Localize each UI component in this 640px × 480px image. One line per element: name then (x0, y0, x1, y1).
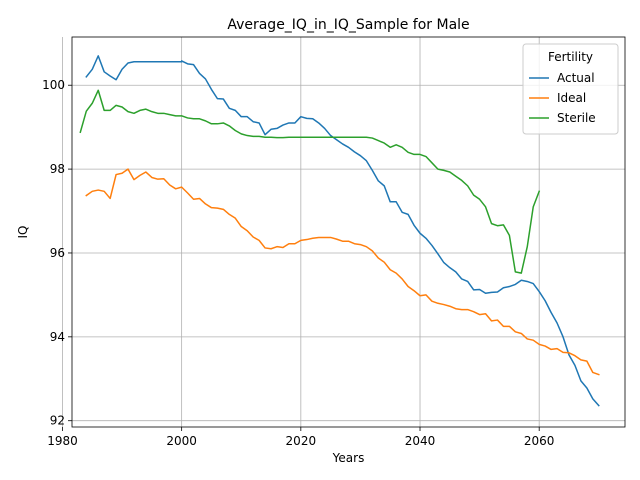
x-tick-label: 1980 (47, 434, 78, 448)
legend-label: Ideal (557, 91, 586, 105)
legend-entry-actual: Actual (529, 71, 595, 85)
legend-entry-sterile: Sterile (529, 111, 596, 125)
legend-title: Fertility (548, 50, 593, 64)
y-axis-label: IQ (16, 226, 30, 239)
series-line-sterile (79, 89, 541, 274)
series-lines (79, 55, 600, 407)
x-axis-ticks: 1980 2000 2020 2040 2060 (47, 427, 554, 448)
plot-frame (71, 36, 626, 428)
x-tick-label: 2040 (405, 434, 436, 448)
x-axis-label: Years (332, 451, 365, 465)
y-tick-label: 92 (50, 414, 65, 428)
chart-title: Average_IQ_in_IQ_Sample for Male (227, 17, 469, 33)
legend: Fertility Actual Ideal Sterile (522, 43, 619, 135)
legend-entries: Actual Ideal Sterile (529, 71, 596, 125)
series-line-ideal (85, 168, 600, 376)
y-tick-label: 98 (50, 162, 65, 176)
legend-label: Actual (557, 71, 595, 85)
series-line-actual (85, 55, 600, 407)
x-tick-label: 2060 (524, 434, 555, 448)
legend-label: Sterile (557, 111, 596, 125)
legend-entry-ideal: Ideal (529, 91, 586, 105)
x-tick-label: 2000 (166, 434, 197, 448)
x-tick-label: 2020 (286, 434, 317, 448)
y-tick-label: 96 (50, 246, 65, 260)
y-tick-label: 100 (42, 78, 65, 92)
legend-box (522, 43, 619, 135)
y-axis-ticks: 92 94 96 98 100 (42, 78, 72, 428)
y-tick-label: 94 (50, 330, 65, 344)
